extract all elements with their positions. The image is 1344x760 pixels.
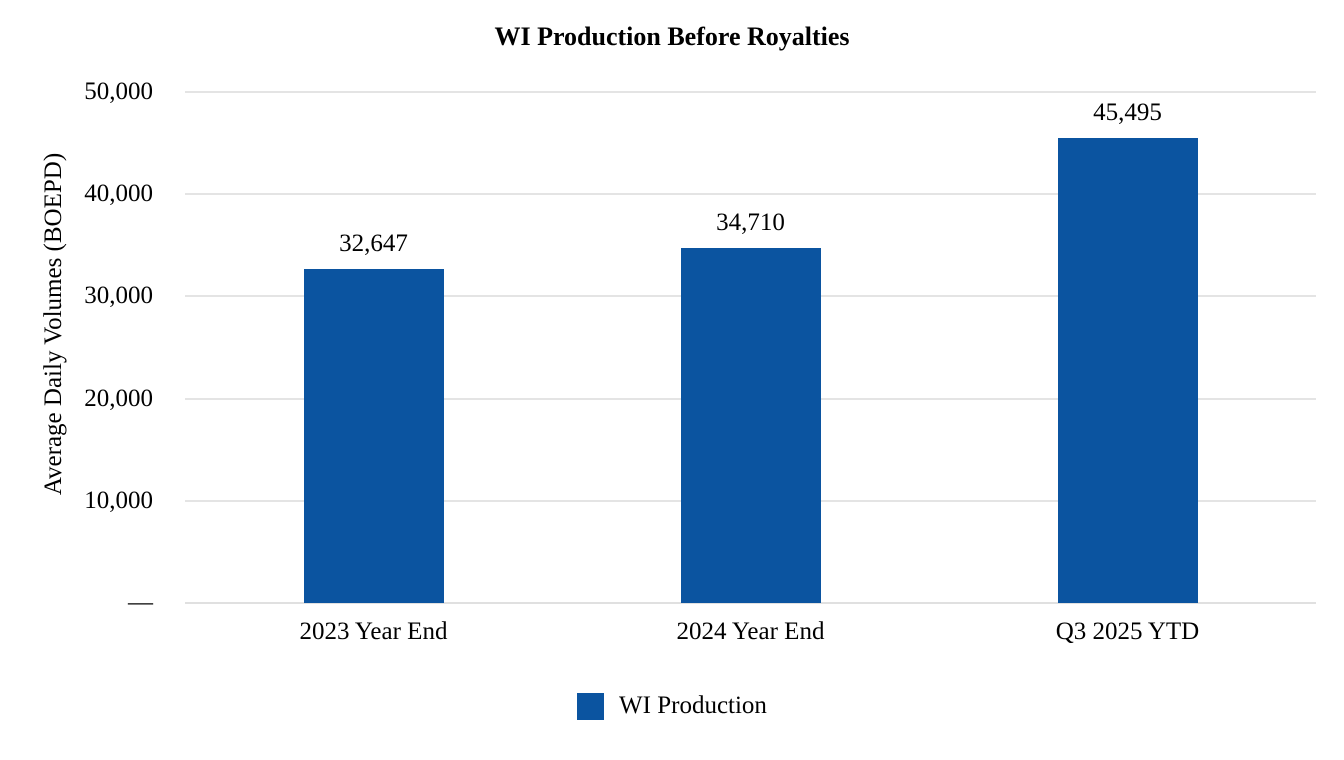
chart-title: WI Production Before Royalties [494, 22, 850, 51]
y-tick-label: 30,000 [84, 282, 153, 310]
x-tick-label: 2024 Year End [676, 618, 825, 645]
gridline [185, 91, 1316, 93]
x-axis-line [185, 602, 1316, 604]
y-tick-label: 50,000 [84, 78, 153, 105]
gridline [185, 193, 1316, 196]
bar [303, 269, 444, 603]
legend-label: WI Production [619, 692, 767, 719]
bar-value-label: 34,710 [716, 209, 785, 237]
bar-value-label: 32,647 [339, 230, 408, 258]
y-tick-label: — [128, 589, 153, 616]
bar [680, 248, 821, 603]
x-tick-label: 2023 Year End [299, 618, 448, 645]
x-tick-label: Q3 2025 YTD [1055, 618, 1200, 645]
legend-swatch-icon [577, 692, 605, 720]
bar-value-label: 45,495 [1093, 99, 1162, 127]
y-tick-label: 20,000 [84, 384, 153, 412]
y-tick-label: 10,000 [84, 486, 153, 514]
y-tick-label: 40,000 [84, 180, 153, 208]
legend: WI Production [0, 692, 1344, 720]
bar [1057, 138, 1198, 603]
